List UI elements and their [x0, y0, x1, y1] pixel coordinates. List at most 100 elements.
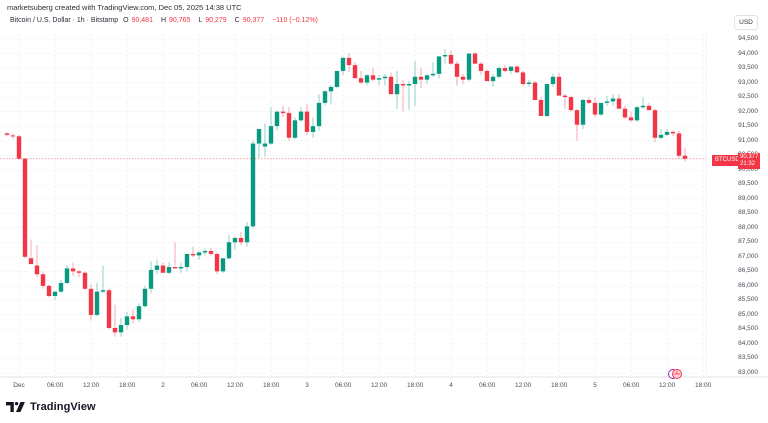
candle [634, 105, 640, 122]
high-value: 90,765 [169, 17, 191, 24]
price-tick-label: 92,000 [738, 107, 758, 115]
candle [586, 97, 592, 105]
open-label: O [123, 17, 129, 24]
candle [310, 117, 316, 138]
candle [640, 97, 646, 109]
candle [82, 271, 88, 291]
candle [664, 129, 670, 137]
candle [298, 107, 304, 122]
candle [502, 65, 508, 73]
price-tick-label: 85,000 [738, 310, 758, 318]
candle [130, 309, 136, 324]
candle [34, 245, 40, 278]
candle [388, 72, 394, 95]
price-tick-label: 89,500 [738, 180, 758, 188]
candle [52, 291, 58, 301]
candle [280, 105, 286, 118]
price-tick-label: 84,000 [738, 339, 758, 347]
candle [304, 104, 310, 135]
candle [406, 81, 412, 111]
candle [538, 97, 544, 116]
candle [616, 94, 622, 109]
candle [574, 108, 580, 141]
candle [394, 70, 400, 109]
candle [40, 271, 46, 289]
candle [454, 60, 460, 86]
candle [274, 111, 280, 131]
candle [514, 65, 520, 73]
candle [610, 94, 616, 106]
candle [70, 262, 76, 276]
price-tick-label: 91,500 [738, 122, 758, 130]
time-tick-label: 12:00 [659, 382, 676, 389]
chart-pane[interactable] [0, 0, 768, 395]
candle [592, 97, 598, 118]
candle [178, 262, 184, 273]
last-price-value: 90,377 [740, 154, 759, 160]
candle [628, 111, 634, 122]
candle [568, 95, 574, 112]
candle [262, 123, 268, 157]
time-tick-label: 2 [161, 382, 165, 389]
time-tick-label: 12:00 [515, 382, 532, 389]
candle [94, 282, 100, 317]
candle [580, 98, 586, 130]
candle [22, 158, 28, 259]
candle [148, 261, 154, 294]
candle [154, 259, 160, 275]
candle [412, 60, 418, 106]
candle [268, 107, 274, 146]
tradingview-logo: TradingView [6, 401, 96, 413]
symbol-price-label: BTCUSD [712, 155, 743, 166]
close-value: 90,377 [242, 17, 265, 24]
candle [532, 81, 538, 100]
candle [526, 79, 532, 87]
candle [652, 108, 658, 143]
price-tick-label: 85,500 [738, 296, 758, 304]
chart-credit: marketsuberg created with TradingView.co… [7, 3, 242, 12]
candle [550, 73, 556, 87]
candle [292, 117, 298, 140]
time-tick-label: 18:00 [551, 382, 568, 389]
candle [58, 280, 64, 294]
candle [316, 94, 322, 131]
low-label: L [198, 17, 203, 24]
close-label: C [234, 17, 240, 24]
candle [220, 258, 226, 273]
economic-event-marker-icon[interactable] [668, 369, 682, 379]
candle [466, 53, 472, 82]
price-tick-label: 87,500 [738, 238, 758, 246]
candle [604, 95, 610, 106]
time-tick-label: 12:00 [371, 382, 388, 389]
bar-countdown: 21:32 [740, 161, 756, 167]
price-tick-label: 88,500 [738, 209, 758, 217]
currency-button[interactable]: USD [734, 15, 758, 30]
candle [28, 239, 34, 265]
candle [226, 235, 232, 260]
candle [244, 221, 250, 247]
candle [214, 252, 220, 275]
price-tick-label: 90,000 [738, 165, 758, 173]
candle [88, 284, 94, 321]
candle [658, 129, 664, 140]
candlestick-chart[interactable] [0, 0, 768, 395]
price-tick-label: 84,500 [738, 325, 758, 333]
candle [442, 49, 448, 64]
candle [76, 269, 82, 278]
candle [238, 232, 244, 246]
price-tick-label: 87,000 [738, 252, 758, 260]
candle [10, 133, 16, 140]
time-tick-label: 18:00 [263, 382, 280, 389]
time-tick-label: 06:00 [191, 382, 208, 389]
candle [322, 89, 328, 106]
change-value: −110 (−0.12%) [272, 17, 318, 24]
candle [400, 79, 406, 112]
time-tick-label: 4 [449, 382, 453, 389]
tradingview-logo-text: TradingView [30, 401, 96, 413]
price-tick-label: 83,000 [738, 369, 758, 376]
candle [172, 242, 178, 269]
candle [232, 236, 238, 250]
price-tick-label: 83,500 [738, 354, 758, 362]
candle [646, 102, 652, 111]
candle [508, 66, 514, 74]
